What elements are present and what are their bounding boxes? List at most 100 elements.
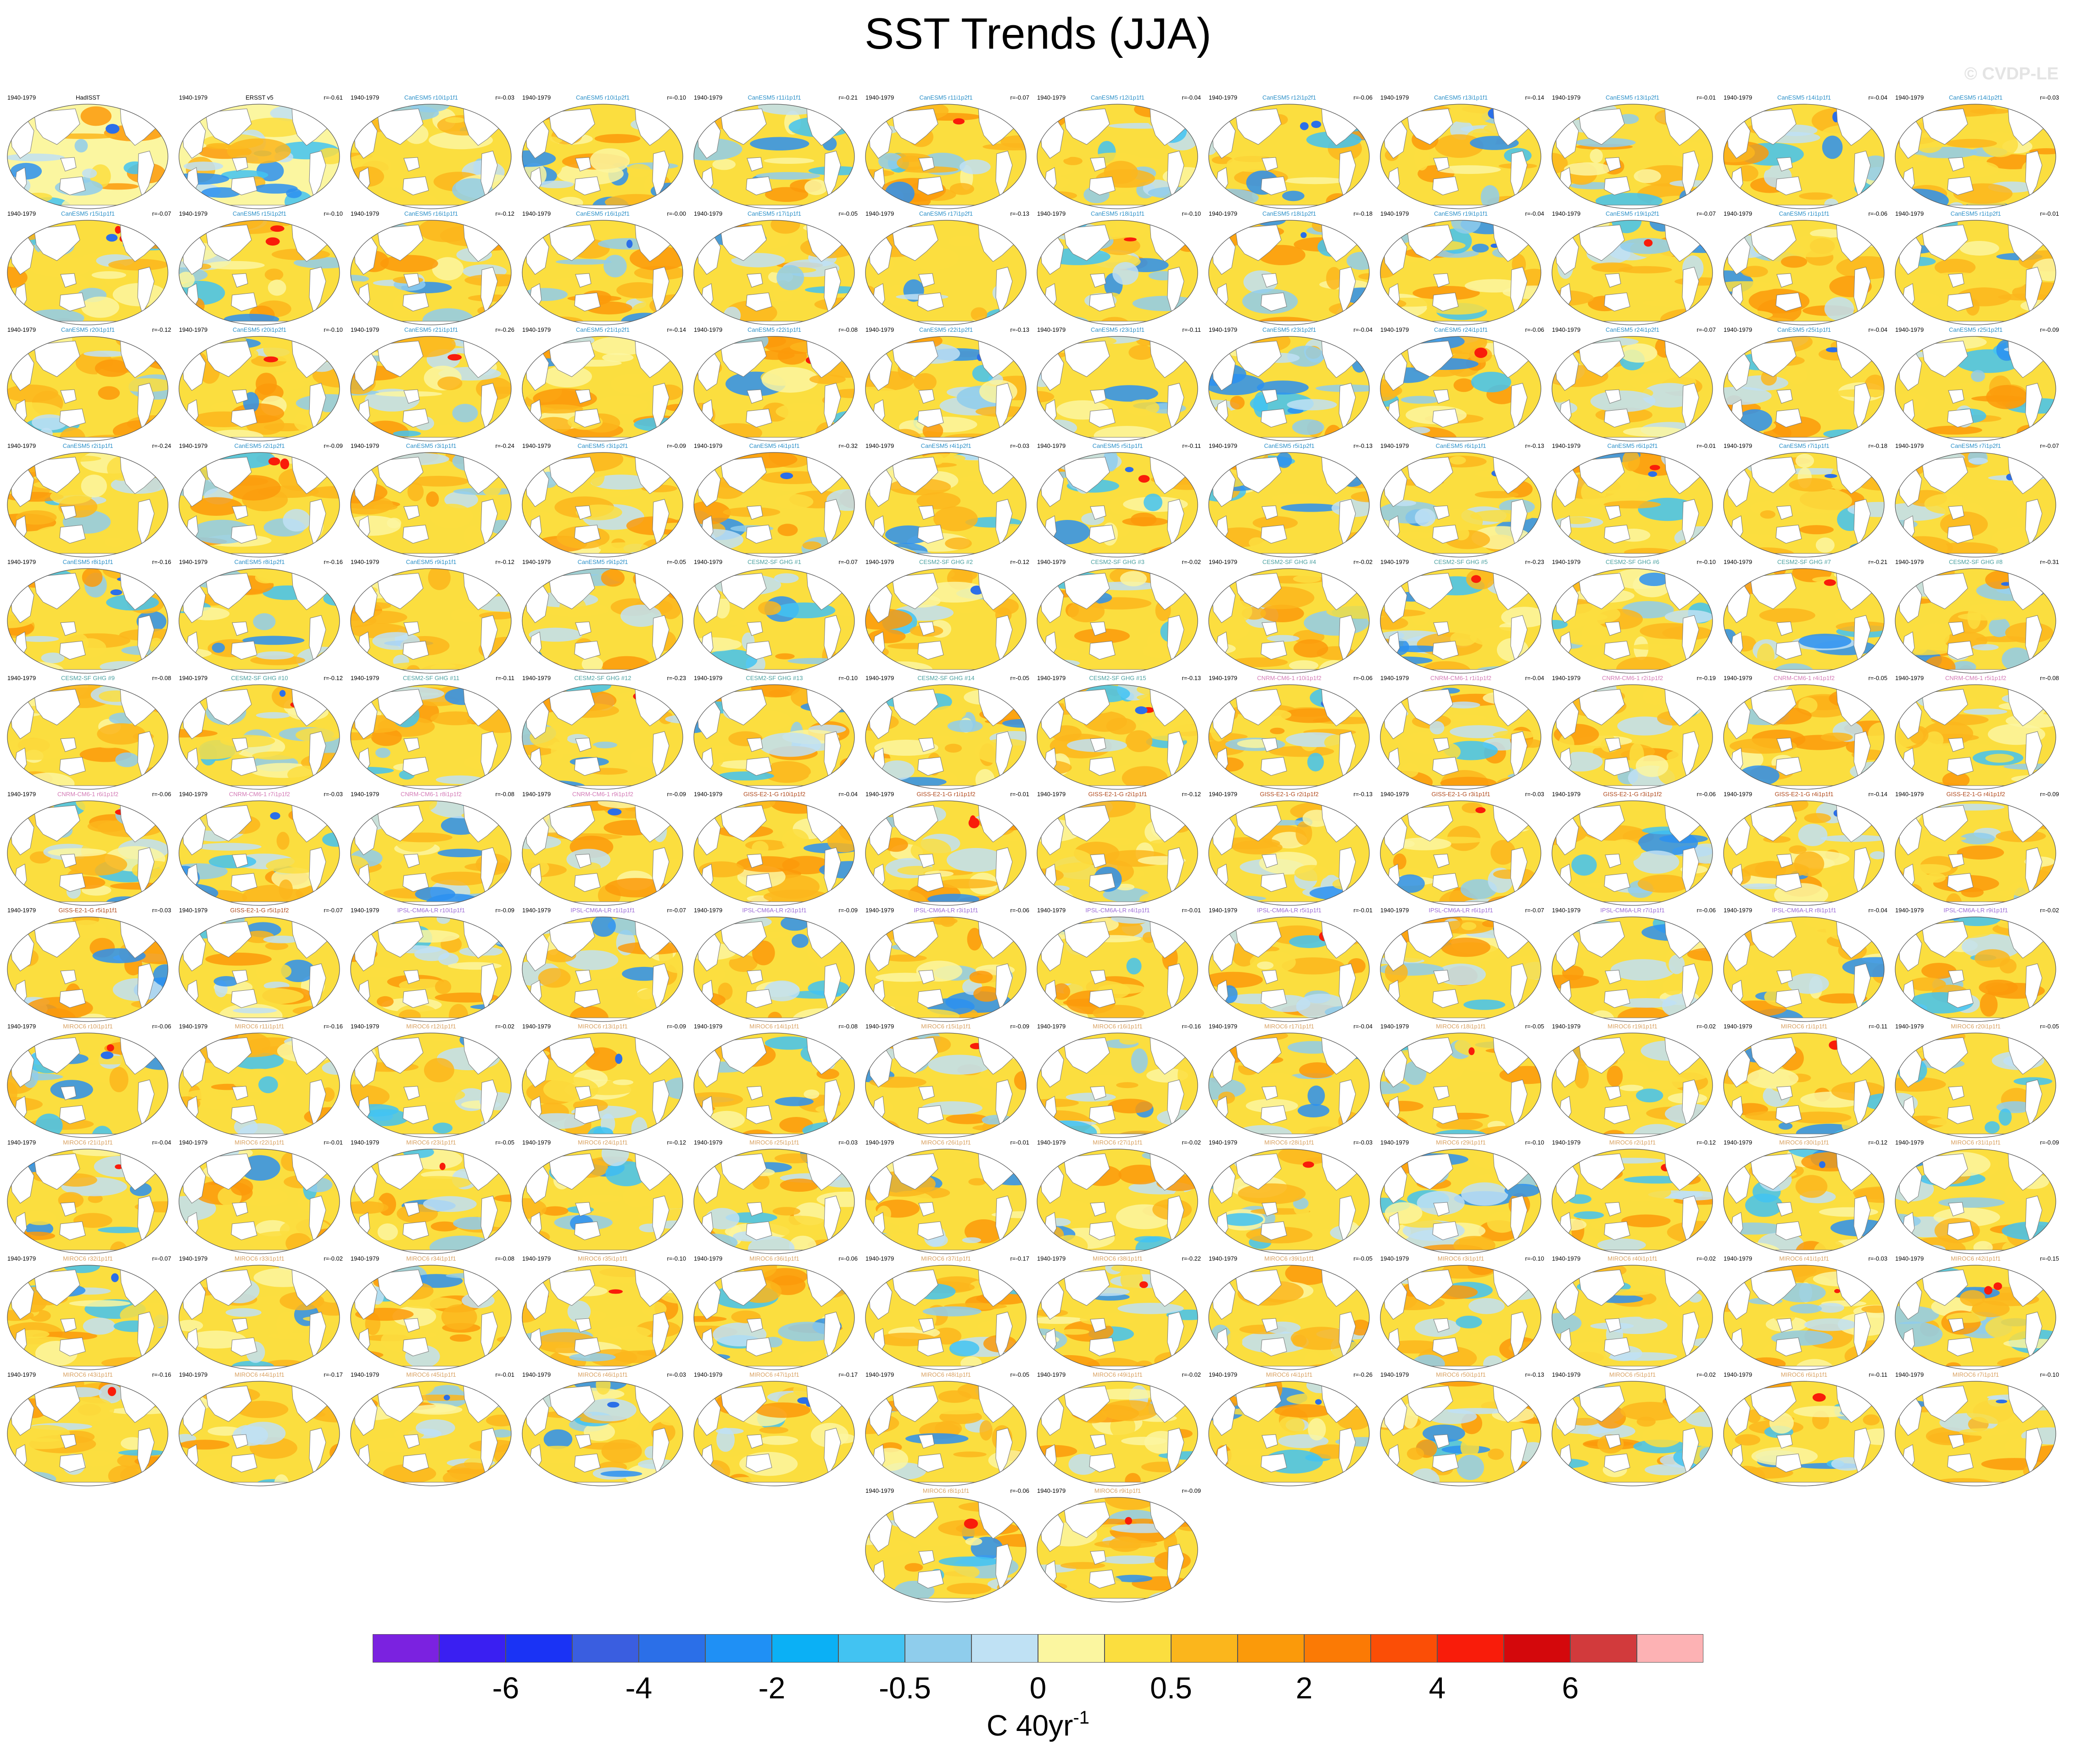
sst-trend-map	[1895, 104, 2056, 209]
warming-anomaly	[1139, 892, 1177, 905]
land-mass	[377, 108, 424, 145]
warming-anomaly	[484, 1239, 511, 1254]
panel-correlation-label: r=-0.08	[2040, 675, 2059, 681]
map-panel: 1940-1979 CESM2-SF GHG #7 r=-0.21	[1718, 558, 1890, 675]
cooling-anomaly	[985, 308, 1021, 325]
sst-trend-map	[865, 104, 1027, 209]
warming-anomaly	[1037, 777, 1068, 788]
land-mass	[309, 1195, 326, 1243]
warming-anomaly	[1293, 639, 1328, 658]
sst-trend-map	[7, 684, 168, 790]
panel-period-label: 1940-1979	[351, 326, 379, 333]
panel-member-label: CESM2-SF GHG #15	[1089, 675, 1146, 681]
land-mass	[995, 267, 1013, 314]
land-mass	[1339, 383, 1356, 430]
sst-trend-map	[1037, 1033, 1198, 1138]
cooling-anomaly	[1472, 244, 1489, 253]
cooling-anomaly	[1451, 220, 1481, 234]
warming-anomaly	[865, 336, 904, 346]
land-mass	[747, 157, 763, 172]
land-mass	[309, 731, 326, 779]
land-mass	[995, 499, 1013, 547]
panel-correlation-label: r=-0.07	[152, 210, 171, 217]
cooling-anomaly	[471, 434, 501, 441]
panel-correlation-label: r=-0.01	[1353, 907, 1373, 914]
warming-anomaly	[205, 952, 272, 966]
panel-period-label: 1940-1979	[522, 326, 551, 333]
sst-trend-map	[7, 1149, 168, 1254]
panel-member-label: MIROC6 r23i1p1f1	[406, 1139, 456, 1146]
map-panel: 1940-1979 CNRM-CM6-1 r5i1p1f2 r=-0.08	[1890, 675, 2062, 791]
panel-correlation-label: r=-0.21	[838, 94, 858, 101]
map-panel: 1940-1979 GISS-E2-1-G r2i1p1f1 r=-0.12	[1032, 791, 1204, 907]
land-mass	[480, 731, 498, 779]
strong-anomaly	[265, 237, 280, 246]
land-mass	[480, 383, 498, 430]
land-mass	[1167, 615, 1184, 663]
land-mass	[2025, 267, 2043, 314]
warming-anomaly	[522, 546, 545, 557]
land-mass	[1510, 615, 1528, 663]
panel-member-label: ERSST v5	[246, 94, 273, 101]
map-panel: 1940-1979 CanESM5 r7i1p1f1 r=-0.18	[1718, 442, 1890, 559]
sst-trend-map	[1551, 1033, 1713, 1138]
warming-anomaly	[765, 187, 809, 202]
strong-anomaly	[780, 472, 793, 480]
strong-anomaly	[953, 118, 965, 125]
warming-anomaly	[179, 1236, 197, 1251]
warming-anomaly	[1643, 688, 1668, 705]
map-outline	[1895, 220, 2056, 325]
map-outline	[1723, 336, 1885, 441]
warming-anomaly	[736, 856, 800, 872]
warming-anomaly	[1037, 893, 1053, 902]
land-mass	[137, 499, 155, 547]
panel-correlation-label: r=-0.04	[1525, 675, 1544, 681]
warming-anomaly	[761, 367, 819, 393]
cooling-anomaly	[82, 168, 97, 178]
panel-member-label: HadISST	[76, 94, 100, 101]
warming-anomaly	[522, 1234, 544, 1247]
cooling-anomaly	[776, 265, 804, 290]
land-mass	[137, 963, 155, 1011]
land-mass	[1167, 383, 1184, 430]
cooling-anomaly	[1552, 585, 1568, 592]
panel-correlation-label: r=-0.07	[324, 907, 343, 914]
cooling-anomaly	[1131, 1048, 1148, 1074]
cooling-anomaly	[375, 748, 391, 758]
cooling-anomaly	[765, 1036, 814, 1050]
land-mass	[137, 1079, 155, 1127]
land-mass	[1775, 176, 1802, 195]
panel-member-label: CanESM5 r7i1p1f1	[1779, 442, 1830, 449]
warming-anomaly	[1046, 542, 1069, 557]
warming-anomaly	[1183, 433, 1198, 441]
map-outline	[1037, 220, 1198, 325]
sst-trend-map	[1037, 800, 1198, 906]
map-panel: 1940-1979 IPSL-CM6A-LR r6i1p1f1 r=-0.07	[1375, 907, 1547, 1023]
land-mass	[1853, 731, 1871, 779]
warming-anomaly	[1106, 717, 1136, 735]
warming-anomaly	[1128, 345, 1154, 360]
sst-trend-map	[865, 1033, 1027, 1138]
warming-anomaly	[67, 853, 128, 876]
sst-trend-map	[1723, 1033, 1885, 1138]
map-panel: 1940-1979 CESM2-SF GHG #6 r=-0.10	[1546, 558, 1719, 675]
panel-correlation-label: r=-0.04	[152, 1139, 171, 1146]
land-mass	[824, 1195, 841, 1243]
land-mass	[917, 176, 944, 195]
warming-anomaly	[432, 257, 464, 281]
map-outline	[1723, 220, 1885, 325]
sst-trend-map	[693, 104, 855, 209]
cooling-anomaly	[880, 760, 915, 780]
cooling-anomaly	[1037, 351, 1052, 361]
cooling-anomaly	[865, 1126, 902, 1138]
panel-period-label: 1940-1979	[179, 326, 208, 333]
land-mass	[2025, 847, 2043, 895]
warming-anomaly	[206, 143, 231, 149]
map-panel: 1940-1979 MIROC6 r1i1p1f1 r=-0.11	[1718, 1023, 1890, 1139]
strong-anomaly	[1474, 347, 1488, 358]
panel-member-label: CESM2-SF GHG #3	[1090, 558, 1145, 565]
sst-trend-map	[1380, 916, 1541, 1022]
sst-trend-map	[1380, 684, 1541, 790]
land-mass	[205, 224, 252, 261]
map-panel: 1940-1979 GISS-E2-1-G r3i1p1f1 r=-0.03	[1375, 791, 1547, 907]
